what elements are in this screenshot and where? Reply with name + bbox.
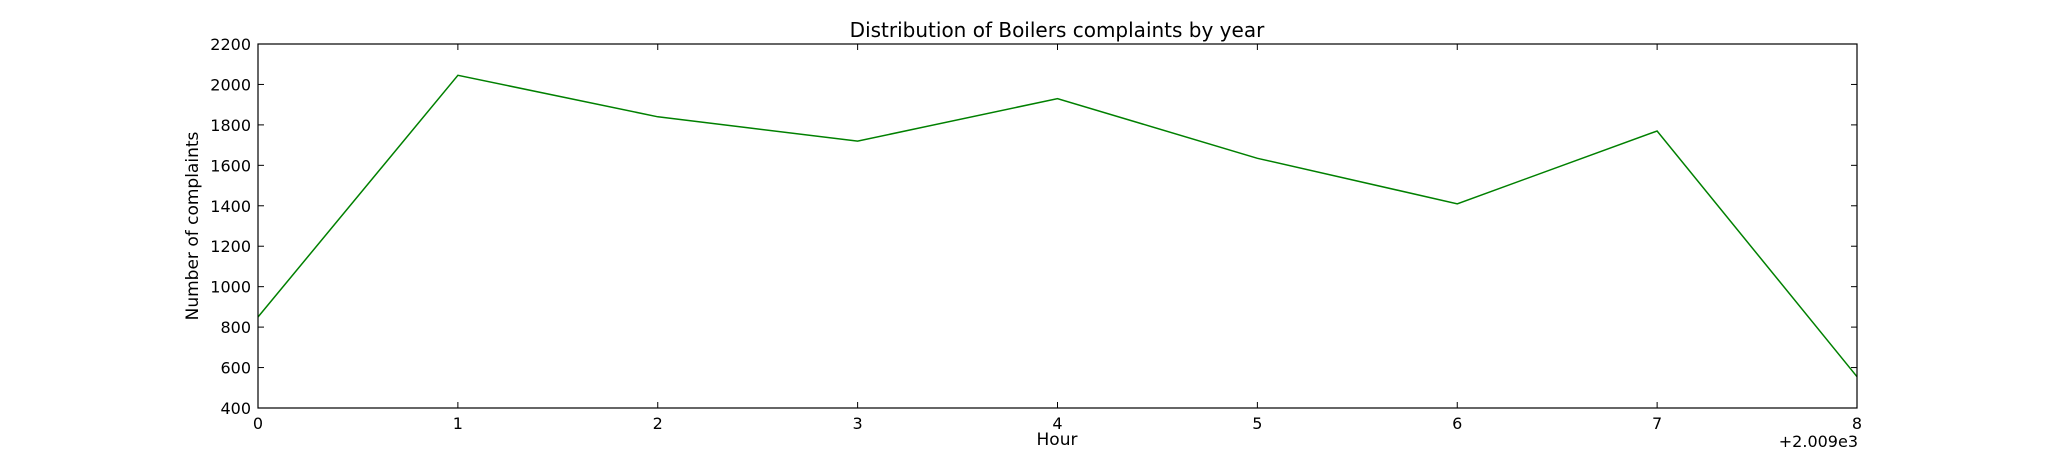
y-tick-label: 1400 — [210, 197, 251, 216]
x-tick-label: 4 — [1052, 414, 1062, 433]
x-tick-label: 5 — [1252, 414, 1262, 433]
x-tick-label: 3 — [853, 414, 863, 433]
y-tick-label: 2200 — [210, 35, 251, 54]
x-axis: 0 1 2 3 4 5 6 7 8 — [253, 44, 1862, 433]
x-tick-label: 7 — [1652, 414, 1662, 433]
x-tick-label: 8 — [1852, 414, 1862, 433]
plot-area — [257, 43, 1858, 409]
y-tick-label: 1800 — [210, 116, 251, 135]
series-line — [257, 74, 1858, 378]
y-axis-label: Number of complaints — [183, 131, 203, 320]
y-tick-label: 1200 — [210, 237, 251, 256]
chart-title: Distribution of Boilers complaints by ye… — [850, 18, 1265, 42]
x-axis-label: Hour — [1037, 430, 1078, 450]
y-tick-label: 1000 — [210, 278, 251, 297]
y-tick-label: 600 — [220, 359, 251, 378]
y-tick-label: 800 — [220, 318, 251, 337]
x-axis-offset-label: +2.009e3 — [1779, 432, 1858, 450]
y-tick-label: 2000 — [210, 75, 251, 94]
x-tick-label: 2 — [653, 414, 663, 433]
x-tick-label: 1 — [453, 414, 463, 433]
x-tick-label: 0 — [253, 414, 263, 433]
y-tick-label: 1600 — [210, 156, 251, 175]
y-axis: 400 600 800 1000 1200 1400 1600 1800 2000 2200 — [210, 35, 1857, 418]
x-tick-label: 6 — [1452, 414, 1462, 433]
y-tick-label: 400 — [220, 399, 251, 418]
